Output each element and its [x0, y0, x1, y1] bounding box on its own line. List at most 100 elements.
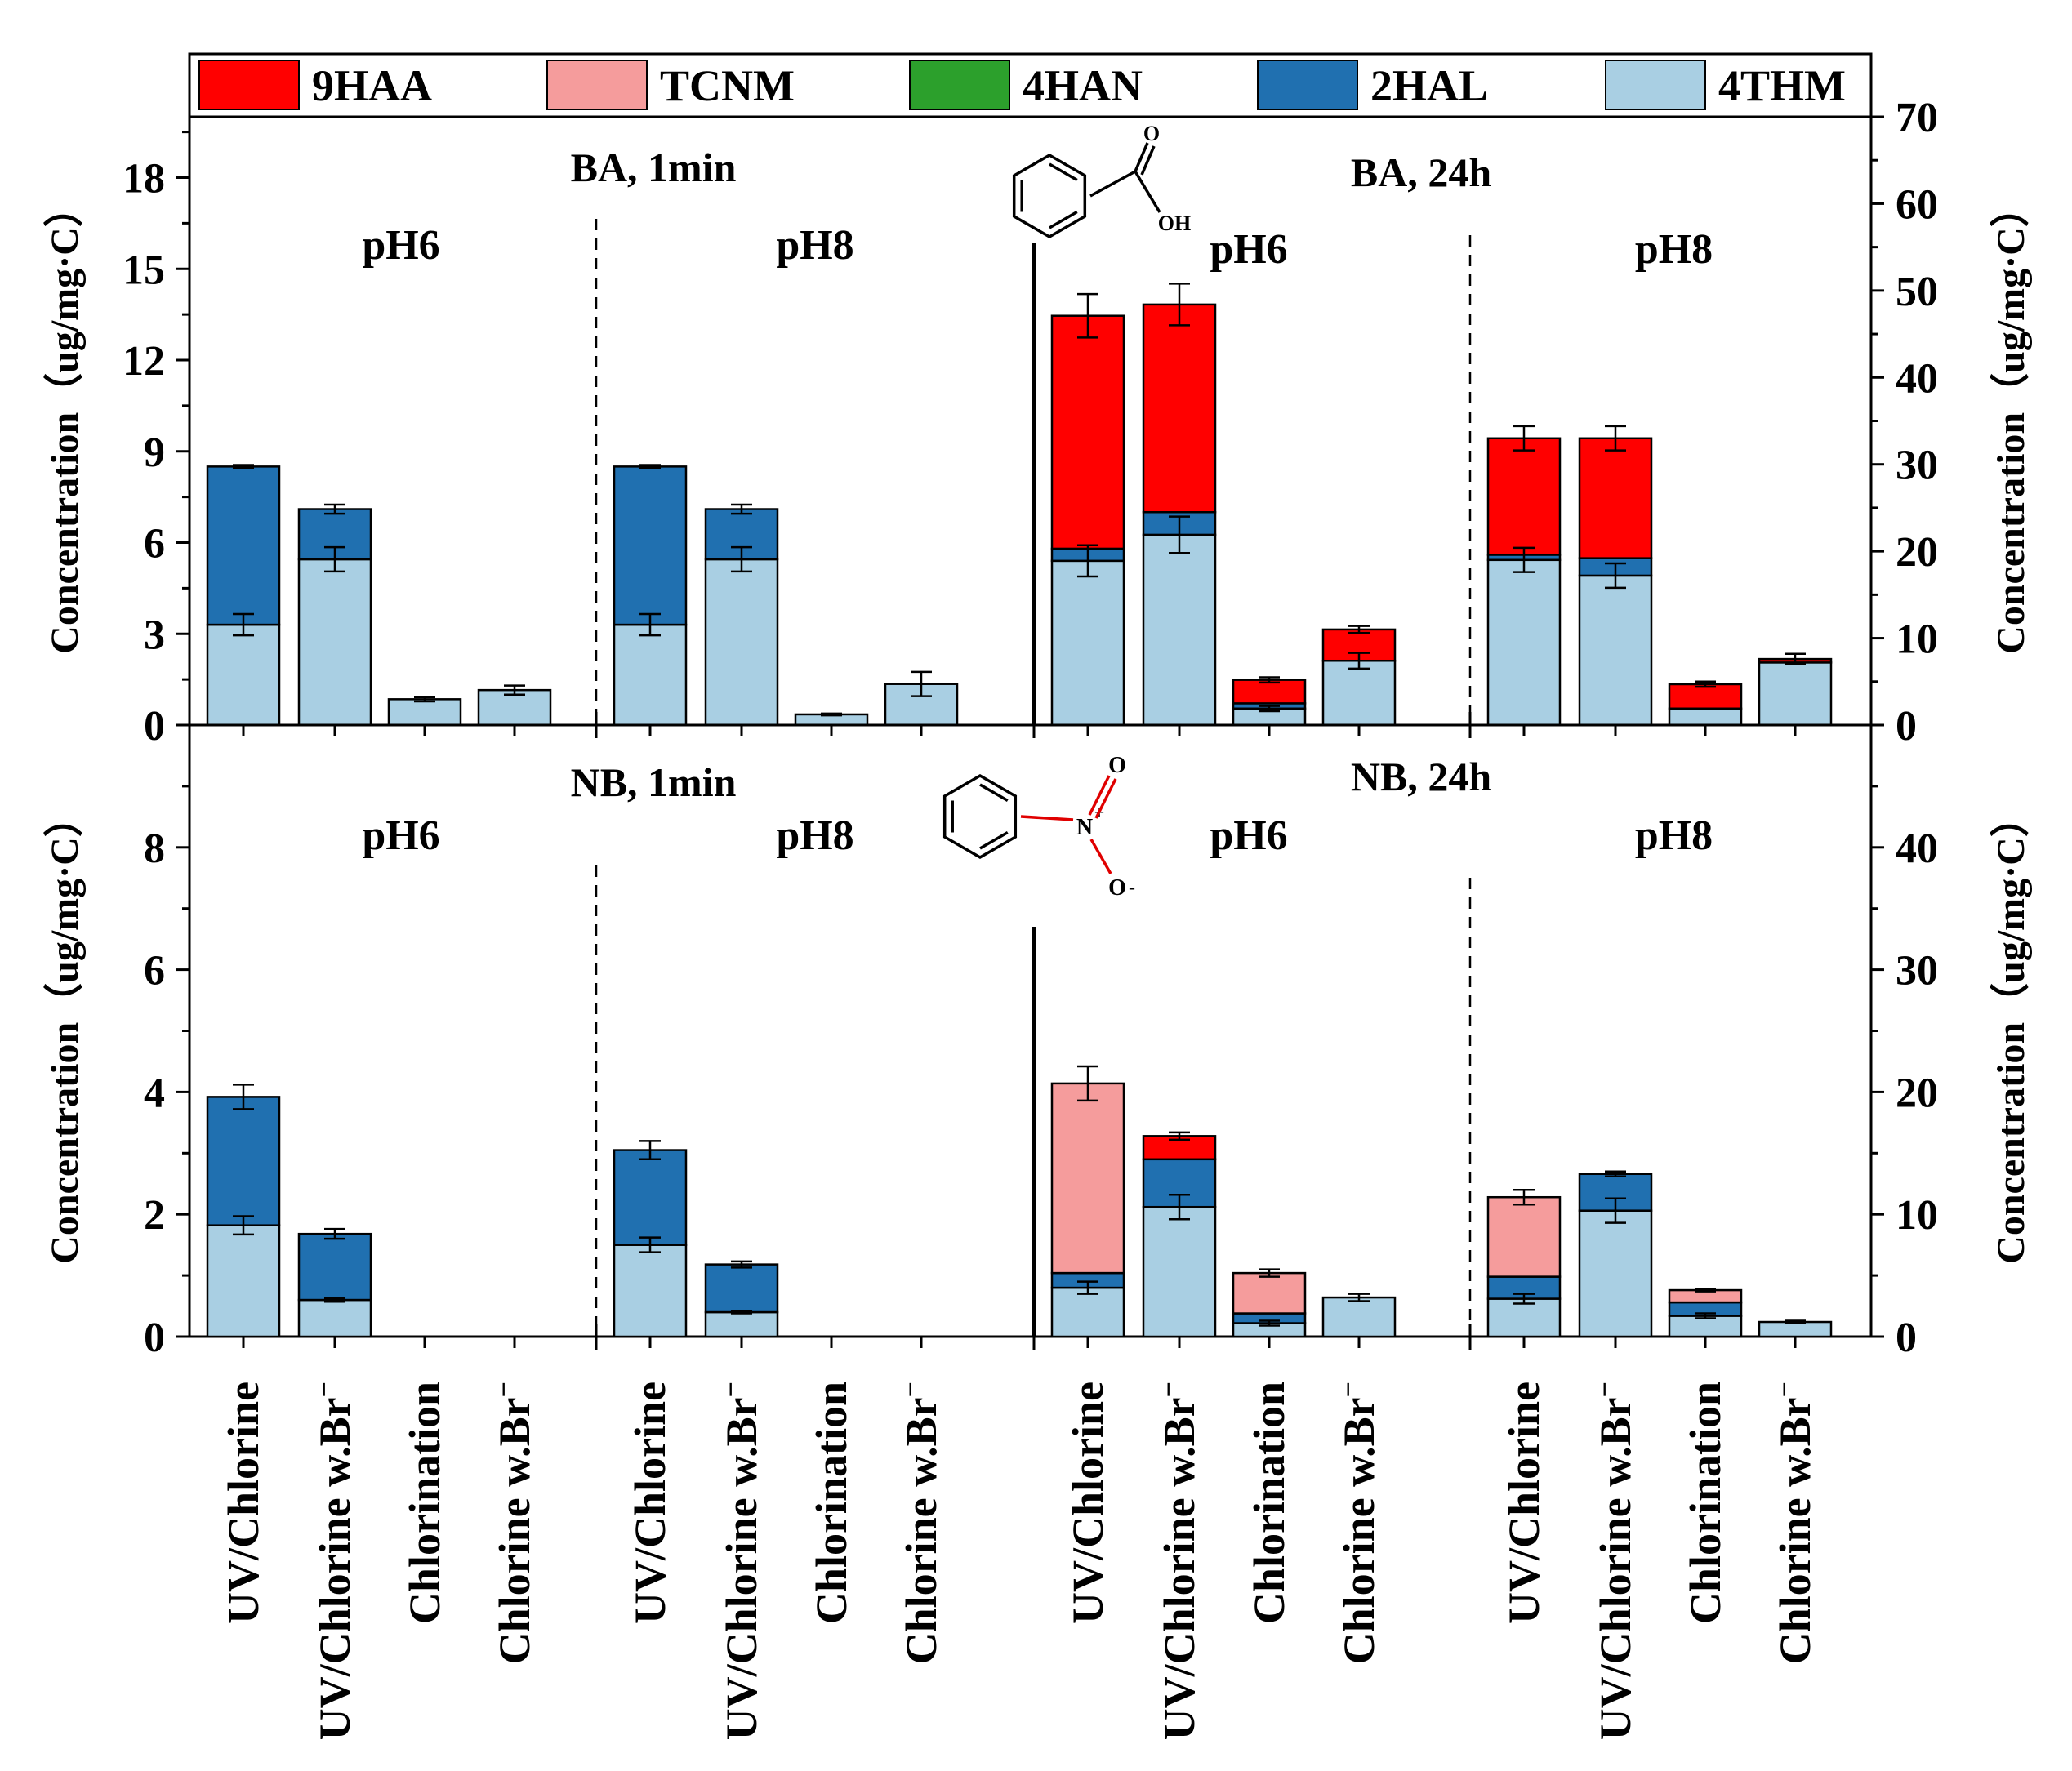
bromide-superscript: − — [310, 1382, 340, 1397]
bar-segment-THM — [1321, 659, 1397, 727]
bar-segment-THM — [477, 688, 552, 727]
right-tick-label: 10 — [1896, 1192, 1938, 1239]
left-tick-label: 4 — [144, 1070, 165, 1116]
bar-Chlorination — [1668, 1288, 1743, 1338]
ph-label: pH8 — [776, 812, 853, 859]
bar-Chlorination — [794, 712, 869, 727]
bromide-superscript: − — [1154, 1382, 1184, 1397]
legend-swatch — [1257, 60, 1358, 110]
bromide-superscript: − — [716, 1382, 746, 1397]
x-category-text: Chlorination — [400, 1382, 449, 1624]
bar-Chlorination — [387, 696, 462, 727]
atom-label: N — [1076, 815, 1093, 840]
x-category-label: Chlorination — [1681, 1382, 1730, 1624]
ph-label: pH6 — [362, 812, 439, 859]
bar-segment-HAL — [613, 465, 688, 626]
x-category-label: Chlorine w.Br− — [896, 1382, 946, 1664]
left-tick-label: 6 — [144, 948, 165, 995]
bromide-superscript: − — [1334, 1382, 1364, 1397]
nitrobenzene-molecule: N+OO- — [942, 753, 1135, 901]
bar-UV/Chlorine w.Br — [1142, 1131, 1217, 1338]
benzoic-acid-molecule: O OH — [1012, 122, 1191, 239]
x-category-text: UV/Chlorine w.Br — [310, 1397, 359, 1740]
bar-segment-TCNM — [1232, 1271, 1307, 1315]
bar-segment-TCNM — [1050, 1082, 1125, 1275]
bar-segment-THM — [1050, 559, 1125, 727]
atom-label: O — [1108, 753, 1126, 778]
legend-entry-4THM: 4THM — [1605, 60, 1846, 110]
x-category-text: UV/Chlorine — [1063, 1382, 1112, 1624]
legend-label: TCNM — [660, 61, 795, 110]
left-tick-label: 9 — [144, 429, 165, 476]
bar-segment-THM — [206, 623, 281, 727]
bar-segment-HAA — [1668, 683, 1743, 710]
ph-label: pH6 — [1210, 226, 1287, 273]
ph-label: pH6 — [362, 222, 439, 269]
bar-UV/Chlorine — [1050, 292, 1125, 727]
bar-segment-THM — [1142, 533, 1217, 727]
right-tick-label: 40 — [1896, 825, 1938, 872]
x-category-label: Chlorination — [807, 1382, 856, 1624]
legend-entry-9HAA: 9HAA — [198, 60, 432, 110]
left-tick-label: 8 — [144, 825, 165, 872]
bar-UV/Chlorine — [1050, 1065, 1125, 1338]
bar-UV/Chlorine — [206, 464, 281, 727]
left-axis-label: Concentration（ug/mg·C） — [43, 188, 87, 654]
bar-segment-HAA — [1050, 314, 1125, 550]
benzene-ring — [1012, 153, 1087, 239]
right-axis-label: Concentration（ug/mg·C） — [1990, 188, 2033, 654]
bar-segment-THM — [297, 1298, 372, 1338]
ring-double-bond — [1049, 210, 1078, 229]
x-category-label: UV/Chlorine — [1063, 1382, 1112, 1624]
charge-label: - — [1129, 877, 1135, 898]
benzene-ring — [942, 773, 1018, 860]
bar-UV/Chlorine — [206, 1084, 281, 1338]
bar-segment-THM — [206, 1224, 281, 1338]
right-tick-label: 50 — [1896, 269, 1938, 315]
legend-entry-2HAL: 2HAL — [1257, 60, 1488, 110]
left-tick-label: 2 — [144, 1192, 165, 1239]
bar-Chlorine w.Br — [1321, 1293, 1397, 1338]
left-tick-label: 15 — [123, 247, 165, 293]
legend-swatch — [1605, 60, 1706, 110]
left-tick-label: 0 — [144, 1315, 165, 1361]
x-category-label: Chlorine w.Br− — [489, 1382, 539, 1664]
ph-label: pH8 — [1635, 226, 1713, 273]
right-tick-label: 40 — [1896, 355, 1938, 402]
bond — [1134, 171, 1161, 213]
atom-label: O — [1143, 122, 1160, 145]
bar-segment-THM — [1321, 1296, 1397, 1338]
n-o-single-bond — [1089, 839, 1112, 874]
bromide-superscript: − — [1590, 1382, 1620, 1397]
x-category-label: UV/Chlorine — [1499, 1382, 1548, 1624]
bar-Chlorination — [1232, 1268, 1307, 1338]
bromide-superscript: − — [489, 1382, 519, 1397]
bar-segment-THM — [613, 1244, 688, 1338]
x-category-label: UV/Chlorine w.Br− — [1154, 1382, 1204, 1740]
bar-UV/Chlorine w.Br — [1578, 1170, 1653, 1338]
left-tick-label: 12 — [123, 338, 165, 385]
bar-segment-THM — [297, 558, 372, 727]
x-axis-labels: UV/Chlorine UV/Chlorine w.Br− Chlorination… — [219, 1382, 1820, 1740]
bar-UV/Chlorine w.Br — [1142, 283, 1217, 727]
bar-UV/Chlorine — [613, 464, 688, 727]
bromide-superscript: − — [1770, 1382, 1800, 1397]
x-category-text: Chlorination — [1245, 1382, 1294, 1624]
bar-UV/Chlorine w.Br — [1578, 425, 1653, 727]
bar-segment-THM — [1142, 1205, 1217, 1338]
panel-bottom: 0 2 4 6 8 0 10 20 30 40 Concentration（ug/mg·C） Conc… — [43, 723, 2033, 1361]
bar-segment-THM — [1578, 574, 1653, 727]
bar-UV/Chlorine w.Br — [297, 503, 372, 727]
group-title: NB, 24h — [1351, 754, 1491, 799]
bromide-superscript: − — [896, 1382, 926, 1397]
left-tick-label: 3 — [144, 612, 165, 658]
bar-Chlorine w.Br — [1758, 1319, 1833, 1338]
right-axis-label: Concentration（ug/mg·C） — [1990, 798, 2033, 1264]
bar-segment-THM — [1050, 1286, 1125, 1338]
bar-segment-HAL — [206, 1096, 281, 1226]
right-tick-label: 30 — [1896, 443, 1938, 489]
bar-segment-HAL — [297, 1232, 372, 1302]
bar-segment-THM — [704, 1310, 779, 1338]
legend-label: 2HAL — [1370, 61, 1488, 110]
